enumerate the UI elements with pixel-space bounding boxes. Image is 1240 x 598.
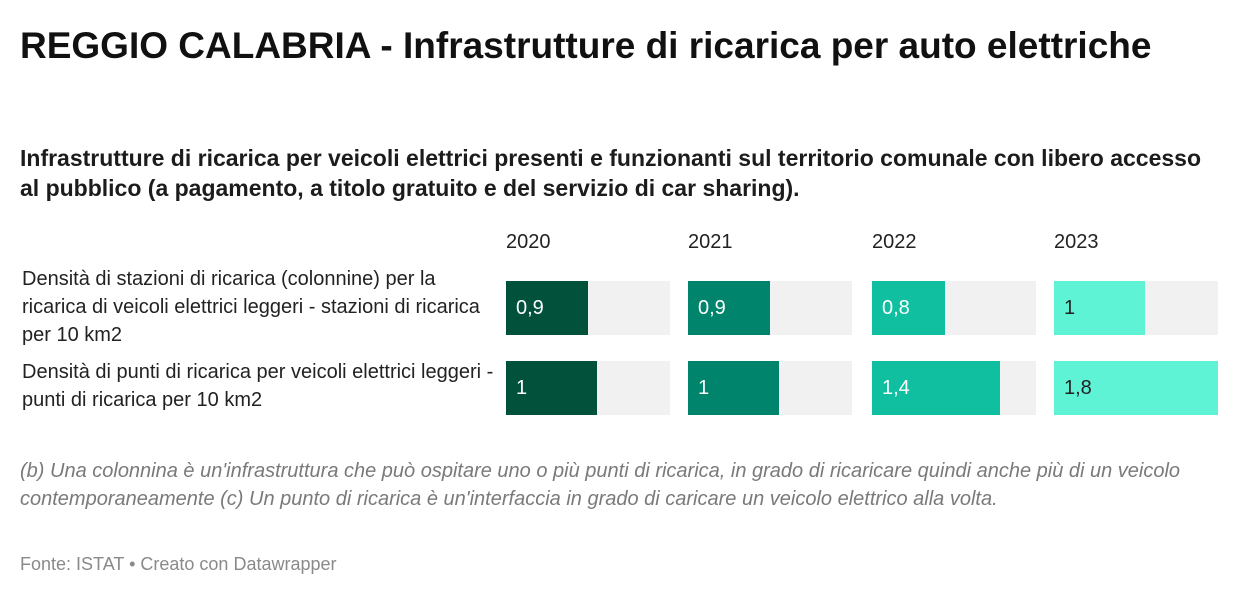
bar-track: 1: [1054, 281, 1218, 335]
row-label: Densità di punti di ricarica per veicoli…: [22, 361, 494, 411]
bar: [506, 361, 597, 415]
credit-text: Creato con Datawrapper: [140, 554, 337, 574]
column-header-2022: 2022: [872, 231, 917, 253]
bar: [506, 281, 588, 335]
bar-track: 0,9: [506, 281, 670, 335]
chart-subtitle: Infrastrutture di ricarica per veicoli e…: [20, 145, 1201, 201]
bar-track: 1: [506, 361, 670, 415]
bar-value-label: 0,8: [882, 297, 910, 319]
chart-title: REGGIO CALABRIA - Infrastrutture di rica…: [20, 25, 1152, 66]
bar-value-label: 1: [516, 377, 528, 399]
source-text: Fonte: ISTAT: [20, 554, 125, 574]
bar: [688, 361, 779, 415]
bar-value-label: 1,4: [882, 377, 910, 399]
bar-track: 0,8: [872, 281, 1036, 335]
bar-value-label: 1,8: [1064, 377, 1092, 399]
column-header-2021: 2021: [688, 231, 733, 253]
bar-track: 0,9: [688, 281, 852, 335]
column-header-2020: 2020: [506, 231, 551, 253]
bar: [1054, 361, 1218, 415]
bar-track: 1,8: [1054, 361, 1218, 415]
bar: [1054, 281, 1145, 335]
bar: [872, 281, 945, 335]
footer-separator: •: [129, 554, 136, 574]
bar-value-label: 0,9: [698, 297, 726, 319]
bar-track: 1,4: [872, 361, 1036, 415]
bar-track: 1: [688, 361, 852, 415]
bar: [688, 281, 770, 335]
bar-value-label: 1: [698, 377, 710, 399]
row-label: Densità di stazioni di ricarica (colonni…: [22, 268, 480, 346]
bar: [872, 361, 1000, 415]
bar-value-label: 1: [1064, 297, 1076, 319]
column-header-2023: 2023: [1054, 231, 1099, 253]
chart-footer: Fonte: ISTAT • Creato con Datawrapper: [20, 552, 337, 576]
bar-value-label: 0,9: [516, 297, 544, 319]
chart-notes: (b) Una colonnina è un'infrastruttura ch…: [20, 460, 1181, 510]
